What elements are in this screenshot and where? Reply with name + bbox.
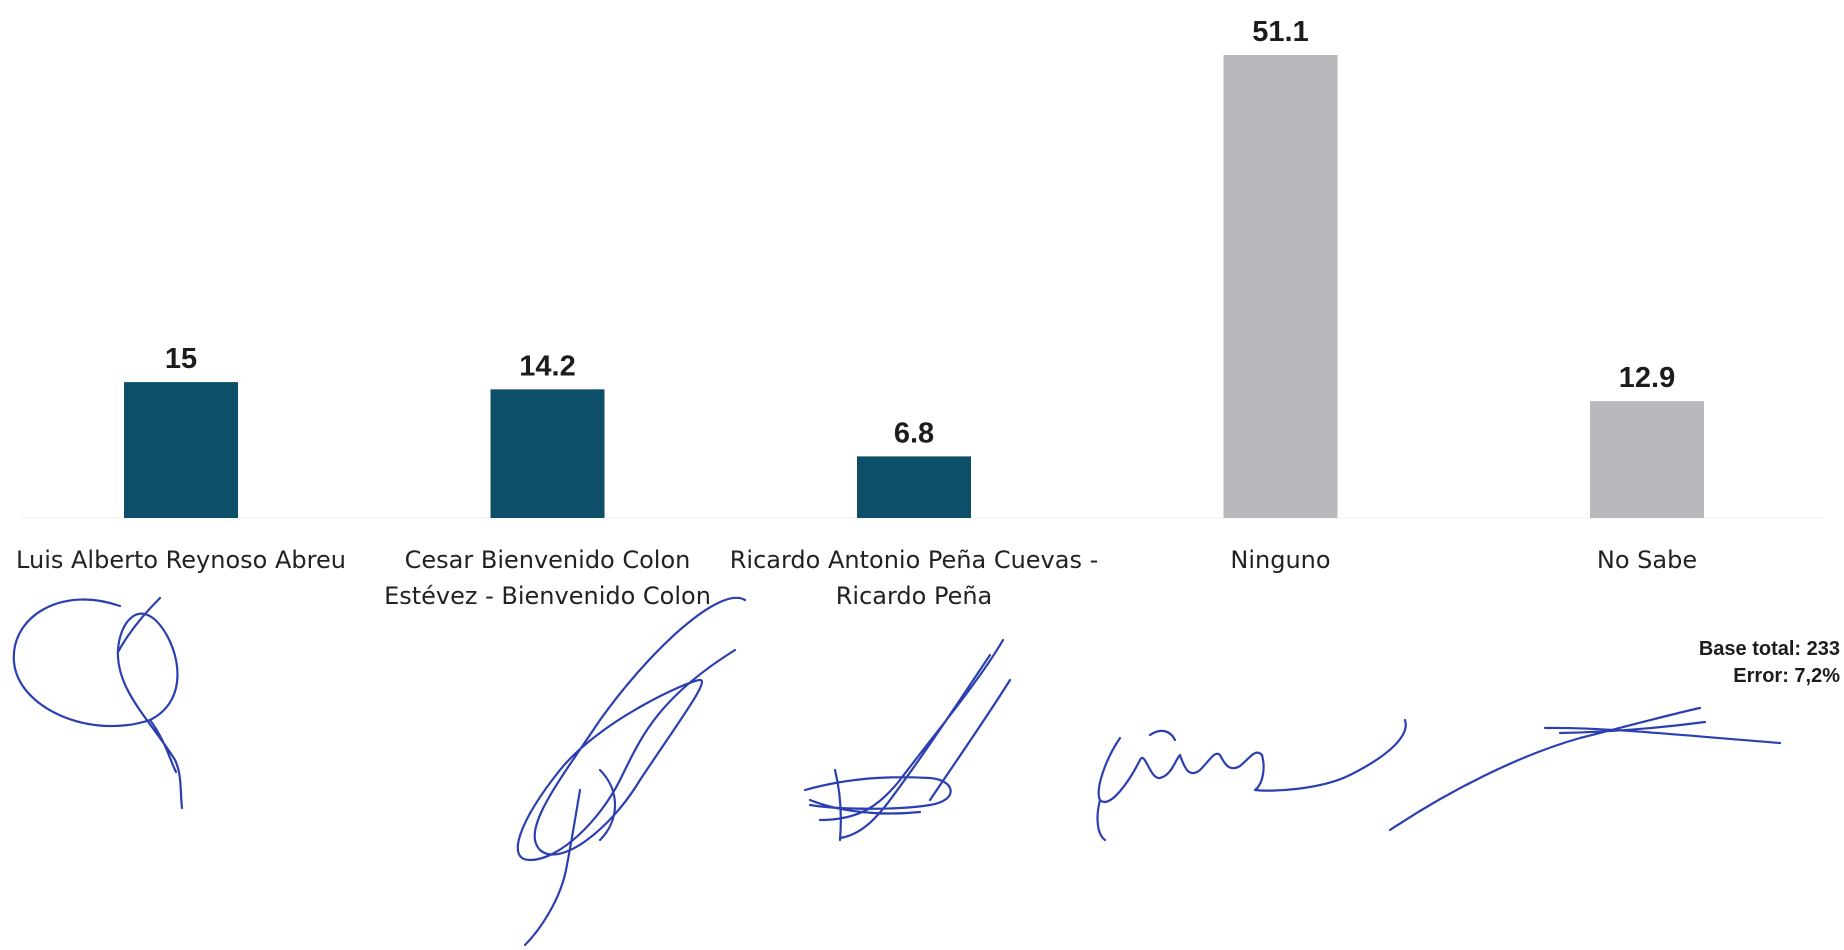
bar-0 [124,382,238,518]
signature-5 [1388,706,1782,832]
category-labels-layer: Luis Alberto Reynoso Abreu Cesar Bienveni… [16,546,1697,610]
category-label-3-line-0: Ninguno [1230,546,1330,574]
value-label-0: 15 [165,343,197,375]
category-label-4-line-0: No Sabe [1597,546,1697,574]
category-label-0-line-0: Luis Alberto Reynoso Abreu [16,546,346,574]
category-label-1-line-0: Cesar Bienvenido Colon [405,546,691,574]
bar-2 [857,456,971,518]
bar-4 [1590,401,1704,518]
signature-2 [516,596,747,947]
signatures [12,596,1782,947]
base-total-label: Base total: 233 [1698,638,1840,660]
signature-3 [803,638,1012,842]
bar-3 [1223,55,1338,518]
value-label-4: 12.9 [1619,362,1675,394]
category-label-2-line-0: Ricardo Antonio Peña Cuevas - [730,546,1099,574]
bars-layer [124,55,1704,518]
error-margin-label: Error: 7,2% [1733,665,1840,687]
signature-1 [12,596,184,810]
category-label-2-line-1: Ricardo Peña [836,582,993,610]
value-label-2: 6.8 [894,417,934,449]
value-label-1: 14.2 [519,350,575,382]
signature-4 [1096,718,1407,842]
footnote: Base total: 233 Error: 7,2% [1699,636,1840,690]
category-label-1-line-1: Estévez - Bienvenido Colon [384,582,711,610]
value-labels-layer: 15 14.2 6.8 51.1 12.9 [165,16,1675,449]
bar-1 [490,389,605,518]
value-label-3: 51.1 [1252,16,1308,48]
